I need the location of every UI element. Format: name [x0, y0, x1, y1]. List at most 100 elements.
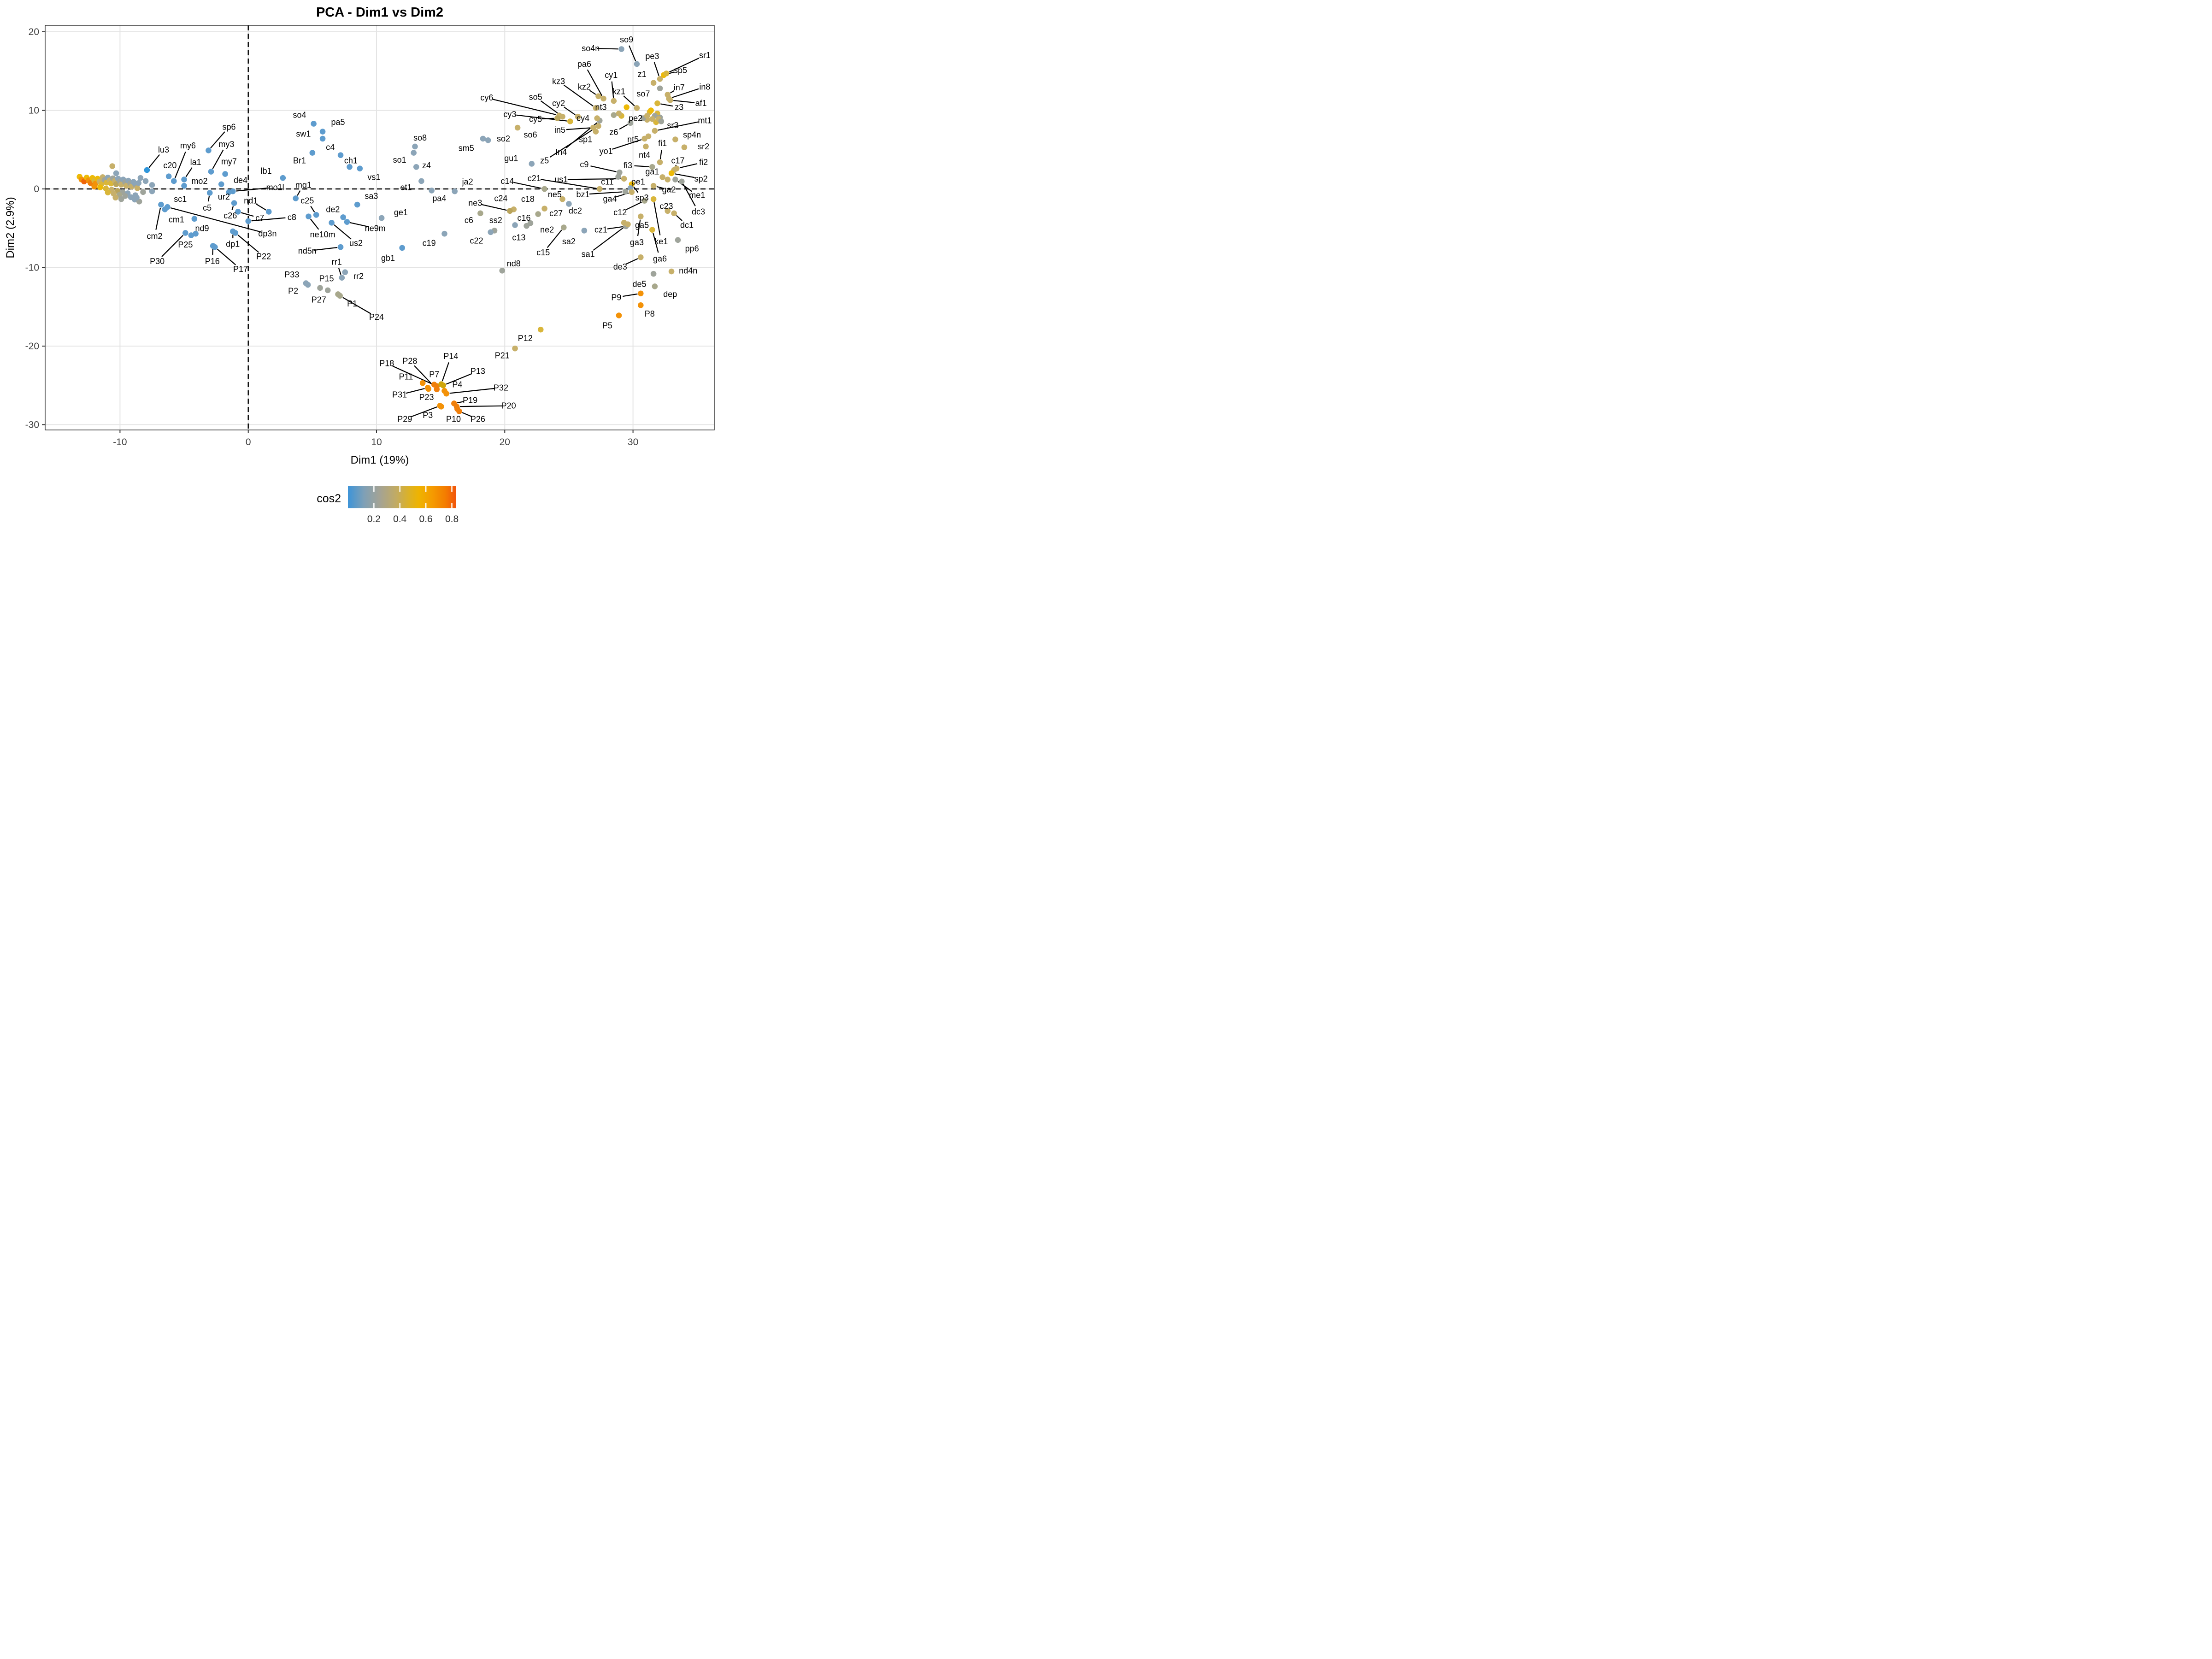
data-point-pe2[interactable] [644, 113, 650, 119]
data-point-ga3[interactable] [637, 213, 644, 219]
data-point-cm1[interactable] [191, 216, 198, 222]
data-point-nd9[interactable] [193, 230, 199, 237]
data-point-c6[interactable] [477, 210, 483, 217]
data-point-c21[interactable] [596, 186, 603, 192]
data-point-so8[interactable] [412, 143, 418, 150]
data-point-de5[interactable] [650, 271, 657, 277]
data-point[interactable] [135, 180, 142, 186]
data-point-kz2[interactable] [595, 93, 601, 100]
data-point-sp1[interactable] [593, 129, 599, 135]
data-point-P24[interactable] [337, 293, 343, 299]
data-point-z5[interactable] [595, 123, 601, 129]
data-point-sr3[interactable] [658, 118, 665, 124]
data-point-ur2[interactable] [226, 189, 232, 195]
data-point[interactable] [142, 178, 149, 184]
data-point-ge1[interactable] [378, 215, 385, 221]
data-point-rr1[interactable] [339, 275, 345, 281]
data-point-dc1[interactable] [671, 210, 677, 217]
data-point-so6[interactable] [514, 124, 521, 131]
data-point-P12[interactable] [537, 326, 544, 333]
data-point-vs1[interactable] [357, 165, 363, 171]
data-point-kz3[interactable] [593, 105, 599, 111]
data-point-so9[interactable] [634, 61, 640, 67]
data-point-cy5[interactable] [554, 115, 560, 121]
data-point-c15[interactable] [561, 224, 567, 230]
data-point-sp2[interactable] [668, 170, 675, 176]
data-point-sr2[interactable] [681, 144, 688, 150]
data-point-us1[interactable] [621, 176, 627, 182]
data-point-gu1[interactable] [529, 161, 535, 167]
data-point-cy4[interactable] [594, 115, 600, 121]
data-point-c8[interactable] [245, 218, 251, 224]
data-point-P25[interactable] [188, 232, 194, 238]
data-point-z4[interactable] [413, 164, 419, 170]
data-point-ga4[interactable] [629, 189, 635, 195]
data-point-c18[interactable] [541, 206, 547, 212]
data-point-so7[interactable] [657, 85, 663, 92]
data-point[interactable] [665, 176, 671, 182]
data-point-z6[interactable] [627, 120, 634, 126]
data-point-c23[interactable] [665, 208, 671, 214]
data-point-nt3[interactable] [611, 112, 617, 118]
data-point-af1[interactable] [667, 97, 673, 103]
data-point-cy2[interactable] [575, 113, 581, 120]
data-point-et1[interactable] [418, 178, 424, 184]
data-point-me1[interactable] [672, 176, 678, 182]
data-point[interactable] [624, 104, 629, 110]
data-point-la1[interactable] [181, 176, 187, 182]
data-point-c14[interactable] [541, 186, 547, 192]
data-point-c27[interactable] [535, 211, 541, 217]
data-point-P30[interactable] [182, 230, 188, 236]
data-point-sa2[interactable] [581, 228, 588, 234]
data-point-nd1[interactable] [265, 209, 272, 215]
data-point-sp4n[interactable] [672, 136, 678, 142]
data-point-c4[interactable] [337, 152, 344, 158]
data-point-ga2[interactable] [650, 182, 657, 189]
data-point-sr1[interactable] [663, 71, 670, 76]
data-point-so4n[interactable] [618, 46, 624, 52]
data-point-c26[interactable] [231, 200, 237, 206]
data-point-P28[interactable] [434, 386, 440, 393]
data-point-P15[interactable] [317, 285, 323, 291]
data-point-c16[interactable] [512, 222, 518, 228]
data-point-ja2[interactable] [452, 188, 458, 194]
data-point-so1[interactable] [411, 150, 417, 156]
data-point-P7[interactable] [431, 382, 437, 388]
data-point-cm2[interactable] [158, 201, 164, 208]
data-point-P5[interactable] [616, 312, 622, 318]
data-point-ne2[interactable] [527, 220, 534, 226]
data-point-P11[interactable] [419, 380, 426, 386]
data-point-sw1[interactable] [319, 135, 326, 142]
data-point[interactable] [97, 184, 103, 190]
data-point[interactable] [616, 111, 622, 117]
data-point-nd4n[interactable] [668, 268, 675, 275]
data-point-ne10m[interactable] [306, 213, 312, 219]
data-point-dp3n[interactable] [165, 204, 171, 210]
data-point-ne5[interactable] [559, 196, 565, 202]
data-point[interactable] [112, 194, 118, 201]
data-point-bz1[interactable] [622, 188, 629, 195]
data-point-c22[interactable] [488, 229, 494, 235]
data-point-fi1[interactable] [657, 159, 663, 165]
data-point-pa4[interactable] [429, 188, 435, 194]
data-point-fi3[interactable] [649, 164, 655, 170]
data-point[interactable] [109, 163, 116, 169]
data-point-my7[interactable] [222, 171, 228, 177]
data-point-so2[interactable] [485, 137, 491, 143]
data-point-P2[interactable] [305, 282, 311, 288]
data-point[interactable] [149, 182, 155, 188]
data-point[interactable] [149, 188, 155, 194]
data-point[interactable] [140, 189, 146, 195]
data-point[interactable] [113, 170, 119, 176]
data-point-ga5[interactable] [621, 220, 627, 226]
data-point-c25[interactable] [313, 212, 319, 218]
data-point-P22[interactable] [232, 230, 239, 236]
data-point-cy1[interactable] [611, 98, 617, 104]
data-point[interactable] [134, 185, 141, 191]
data-point-P26[interactable] [456, 408, 462, 414]
data-point-pp6[interactable] [675, 237, 681, 243]
data-point-c7[interactable] [235, 209, 241, 215]
data-point-pa6[interactable] [600, 95, 606, 102]
data-point-rr2[interactable] [342, 269, 348, 276]
data-point-mo2[interactable] [181, 182, 187, 189]
